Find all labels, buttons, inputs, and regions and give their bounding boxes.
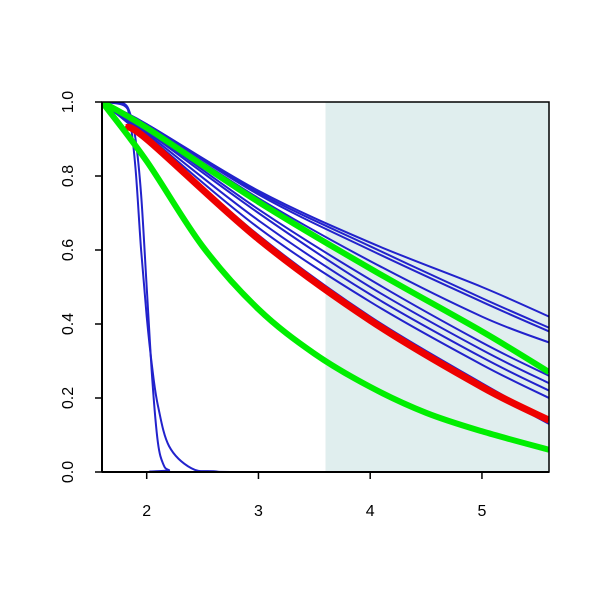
series-line-13-green bbox=[102, 102, 549, 375]
x-tick-label: 4 bbox=[366, 503, 375, 520]
shaded-region bbox=[325, 102, 549, 472]
x-tick-label: 2 bbox=[142, 503, 151, 520]
y-tick-label: 0.4 bbox=[60, 313, 77, 335]
y-tick-label: 0.0 bbox=[60, 461, 77, 483]
y-tick-label: 0.6 bbox=[60, 239, 77, 261]
series-line-9-blue bbox=[102, 102, 549, 392]
y-tick-label: 1.0 bbox=[60, 91, 77, 113]
series-line-8-blue bbox=[102, 102, 549, 385]
y-tick-label: 0.2 bbox=[60, 387, 77, 409]
series-line-14-red bbox=[122, 123, 549, 424]
series-line-15-green bbox=[102, 102, 549, 453]
y-tick-label: 0.8 bbox=[60, 165, 77, 187]
x-tick-label: 3 bbox=[254, 503, 263, 520]
series-line-5-blue bbox=[102, 102, 549, 333]
x-tick-label: 5 bbox=[477, 503, 486, 520]
